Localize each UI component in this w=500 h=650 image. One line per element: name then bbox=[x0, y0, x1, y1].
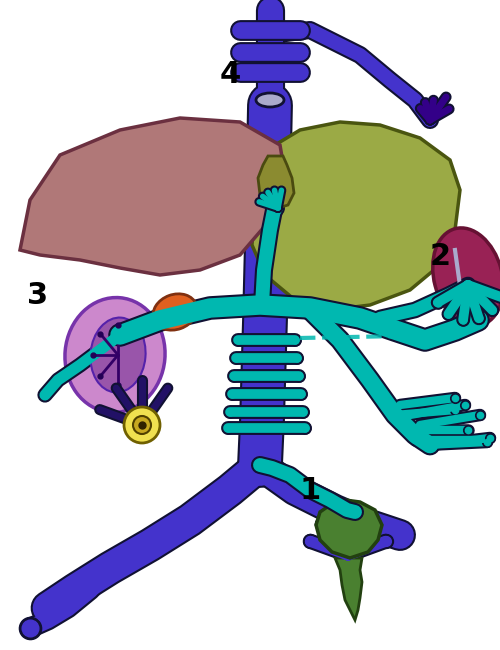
Text: 2: 2 bbox=[430, 242, 450, 271]
Polygon shape bbox=[335, 558, 362, 620]
Ellipse shape bbox=[153, 294, 197, 330]
Ellipse shape bbox=[256, 93, 284, 107]
Circle shape bbox=[133, 416, 151, 434]
Polygon shape bbox=[258, 156, 294, 208]
Polygon shape bbox=[316, 500, 382, 558]
Ellipse shape bbox=[90, 318, 146, 393]
Polygon shape bbox=[20, 118, 285, 275]
Text: 4: 4 bbox=[220, 60, 240, 89]
Text: 3: 3 bbox=[27, 281, 48, 310]
Ellipse shape bbox=[65, 298, 165, 413]
Circle shape bbox=[124, 407, 160, 443]
Ellipse shape bbox=[432, 228, 500, 326]
Text: 1: 1 bbox=[300, 476, 320, 505]
Polygon shape bbox=[252, 122, 460, 310]
